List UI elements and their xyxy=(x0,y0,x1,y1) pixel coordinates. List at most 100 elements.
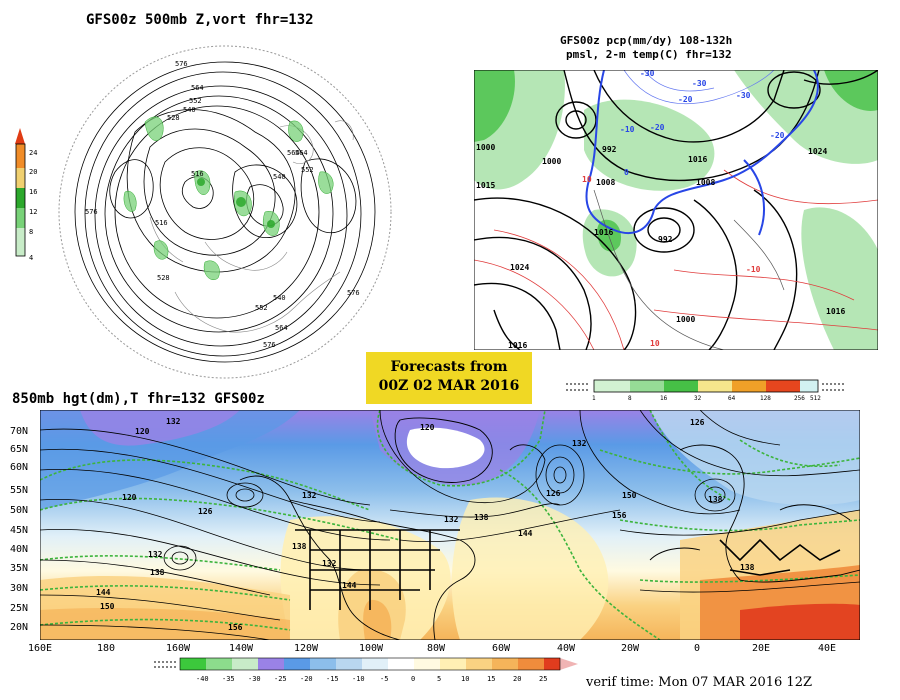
temp-tick: -25 xyxy=(274,675,287,683)
pressure-label: 1016 xyxy=(688,155,707,164)
temp-tick: 5 xyxy=(437,675,441,683)
lat-label: 50N xyxy=(10,505,29,516)
pressure-label: 1016 xyxy=(508,341,527,350)
temp-label: -20 xyxy=(650,123,665,132)
lat-label: 30N xyxy=(10,583,29,594)
precip-tick: 128 xyxy=(760,395,771,402)
height-label: 126 xyxy=(690,418,705,427)
temp-tick: -40 xyxy=(196,675,209,683)
temp-label: -10 xyxy=(620,125,635,134)
colorbar-arrow-right xyxy=(560,658,578,670)
pressure-label: 992 xyxy=(658,235,673,244)
height-label: 144 xyxy=(96,588,111,597)
temperature-colorbar: -40 -35 -30 -25 -20 -15 -10 -5 0 5 10 15… xyxy=(154,657,578,683)
panel-850mb-title: 850mb hgt(dm),T fhr=132 GFS00z xyxy=(12,391,265,407)
precip-pmsl-map: 1000 1015 1000 1008 1016 1024 992 1000 1… xyxy=(474,70,878,350)
precip-tick: 32 xyxy=(694,395,702,402)
pressure-label: 1016 xyxy=(826,307,845,316)
contour-label: 564 xyxy=(287,149,300,157)
temperature-colorbar-cells xyxy=(179,657,578,671)
temp-tick: -20 xyxy=(300,675,313,683)
map-850mb: 132 120 120 132 126 126 120 132 132 138 … xyxy=(40,410,860,640)
temp-label: -20 xyxy=(770,131,785,140)
contour-label: 552 xyxy=(189,97,202,105)
temp-label: -20 xyxy=(678,95,693,104)
height-label: 138 xyxy=(708,495,723,504)
lon-label: 80W xyxy=(427,643,446,654)
temp-tick: 0 xyxy=(411,675,415,683)
lon-label: 0 xyxy=(694,643,701,654)
panel-500mb-title: GFS00z 500mb Z,vort fhr=132 xyxy=(86,12,314,28)
pressure-label: 1008 xyxy=(596,178,615,187)
temp-tick: 20 xyxy=(513,675,521,683)
coastlines xyxy=(239,417,860,640)
temp-label: 10 xyxy=(582,175,592,184)
temperature-contours-warm xyxy=(474,169,878,350)
temp-tick: 25 xyxy=(539,675,547,683)
temp-tick: -35 xyxy=(222,675,235,683)
pressure-label: 1024 xyxy=(510,263,529,272)
height-label: 126 xyxy=(546,489,561,498)
contour-label: 528 xyxy=(157,274,170,282)
height-label: 120 xyxy=(420,423,435,432)
height-label: 132 xyxy=(148,550,163,559)
temperature-contours-cold xyxy=(585,70,819,236)
precip-tick: 512 xyxy=(810,395,821,402)
height-label: 132 xyxy=(444,515,459,524)
pressure-label: 1008 xyxy=(696,178,715,187)
lat-label: 55N xyxy=(10,485,29,496)
vort-tick: 24 xyxy=(29,149,37,157)
vorticity-core xyxy=(197,178,275,228)
precip-tick: 16 xyxy=(660,395,668,402)
pressure-label: 1016 xyxy=(594,228,613,237)
lon-label: 140W xyxy=(229,643,254,654)
panel-500mb-colorbar: 24 20 16 12 8 4 xyxy=(15,128,37,262)
panel-precip-title-line1: GFS00z pcp(mm/dy) 108-132h xyxy=(560,34,733,47)
height-label: 132 xyxy=(166,417,181,426)
contour-label: 564 xyxy=(295,149,308,157)
pressure-label: 1000 xyxy=(676,315,695,324)
lon-label: 160W xyxy=(166,643,191,654)
lon-label: 60W xyxy=(492,643,511,654)
precip-tick: 1 xyxy=(592,395,596,402)
lon-label: 20W xyxy=(621,643,640,654)
temp-tick: -30 xyxy=(248,675,261,683)
vort-tick: 8 xyxy=(29,228,33,236)
vort-tick: 4 xyxy=(29,254,33,262)
lat-label: 40N xyxy=(10,544,29,555)
contour-label: 528 xyxy=(167,114,180,122)
political-borders xyxy=(295,529,841,610)
height-label: 132 xyxy=(572,439,587,448)
height-label: 144 xyxy=(518,529,533,538)
temp-tick: 10 xyxy=(461,675,469,683)
height-label: 138 xyxy=(474,513,489,522)
height-label: 156 xyxy=(228,623,243,632)
temp-label: -10 xyxy=(746,265,761,274)
height-label: 126 xyxy=(198,507,213,516)
contour-label: 516 xyxy=(191,170,204,178)
height-label: 144 xyxy=(342,581,357,590)
temp-label: 0 xyxy=(624,168,629,177)
vort-tick: 20 xyxy=(29,168,37,176)
temp-label: 10 xyxy=(650,339,660,348)
lon-label: 40E xyxy=(818,643,837,654)
height-label: 138 xyxy=(292,542,307,551)
contour-label: 564 xyxy=(275,324,288,332)
height-label: 120 xyxy=(122,493,137,502)
temperature-contours xyxy=(40,410,860,640)
contour-label: 576 xyxy=(347,289,360,297)
temp-label: -30 xyxy=(640,70,655,78)
contour-label: 576 xyxy=(263,341,276,349)
colorbar-arrow-top xyxy=(15,128,25,144)
panel-precip-title-line2: pmsl, 2-m temp(C) fhr=132 xyxy=(566,48,732,61)
temp-tick: -15 xyxy=(326,675,339,683)
contour-label: 516 xyxy=(155,219,168,227)
pressure-label: 1024 xyxy=(808,147,827,156)
lat-label: 45N xyxy=(10,525,29,536)
height-label: 132 xyxy=(302,491,317,500)
lon-label: 100W xyxy=(359,643,384,654)
height-label: 150 xyxy=(622,491,637,500)
precip-tick: 64 xyxy=(728,395,736,402)
height-label: 132 xyxy=(322,559,337,568)
contour-label: 540 xyxy=(273,294,286,302)
